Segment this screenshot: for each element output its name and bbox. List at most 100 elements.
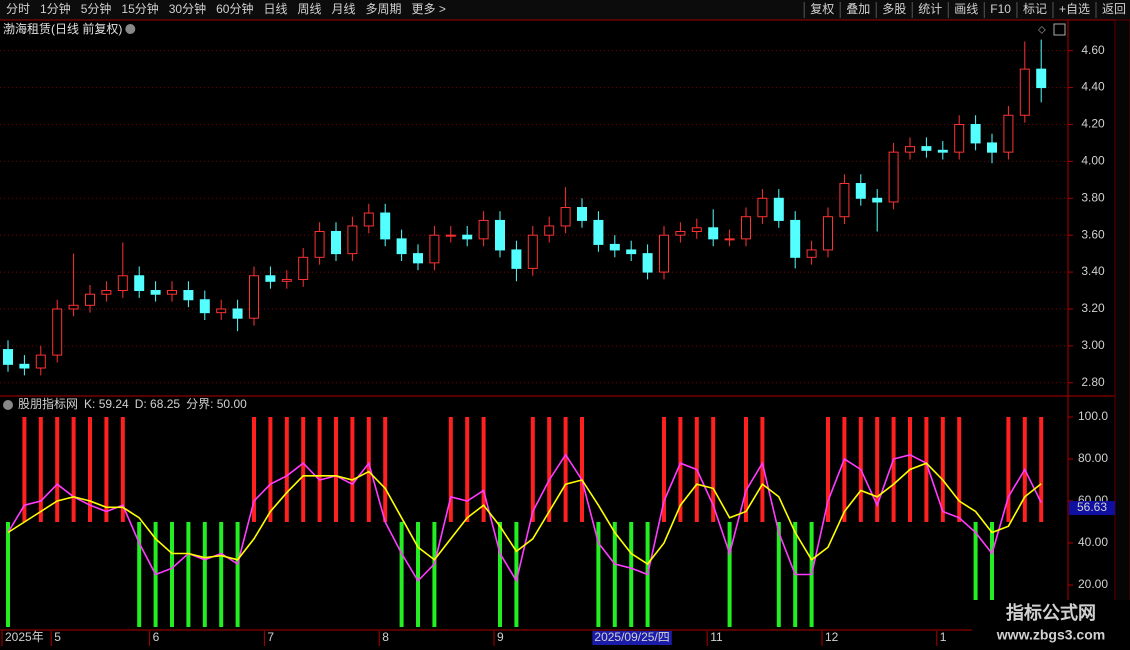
toolbar-item[interactable]: 30分钟 — [169, 1, 206, 16]
toolbar-item[interactable]: 15分钟 — [121, 1, 158, 16]
candle-body — [527, 234, 538, 269]
y-tick-label: 3.00 — [1081, 338, 1105, 352]
candle-body — [626, 249, 637, 255]
signal-bar — [235, 522, 240, 627]
candle-body — [839, 183, 850, 218]
candle-body — [413, 253, 423, 264]
signal-bar — [38, 417, 43, 522]
toolbar-item[interactable]: 月线 — [332, 2, 356, 16]
toolbar-item[interactable]: 标记 — [1023, 2, 1047, 16]
toolbar-item[interactable]: 画线 — [954, 2, 978, 16]
y-tick-label: 4.60 — [1081, 43, 1105, 57]
candle-body — [380, 212, 391, 240]
candle-body — [183, 290, 194, 301]
candle-body — [593, 219, 604, 245]
candle-body — [691, 227, 702, 232]
signal-bar — [268, 417, 273, 522]
candle-body — [970, 123, 981, 144]
toolbar-item[interactable]: 多周期 — [366, 2, 402, 16]
toolbar-item[interactable]: +自选 — [1059, 2, 1090, 16]
signal-bar — [957, 417, 962, 522]
x-tick-label: 7 — [267, 630, 274, 644]
candle-body — [281, 278, 292, 282]
candle-body — [298, 256, 309, 280]
signal-bar — [170, 522, 174, 627]
candle-body — [1003, 114, 1014, 153]
legend-entry: K: 59.24 — [84, 397, 129, 411]
signal-bar — [940, 417, 945, 522]
indicator-title: 股朋指标网 — [18, 396, 78, 411]
candle-body — [52, 308, 63, 356]
signal-bar — [416, 522, 420, 627]
toolbar-item[interactable]: 分时 — [6, 2, 30, 16]
candle-body — [642, 253, 653, 273]
signal-bar — [219, 522, 224, 627]
signal-bar — [1006, 417, 1011, 522]
indicator-line — [7, 462, 1042, 566]
candle-body — [560, 207, 571, 227]
legend-entry: D: 68.25 — [135, 397, 181, 411]
candle-body — [544, 225, 555, 236]
watermark: 指标公式网 www.zbgs3.com — [972, 600, 1130, 650]
candle-body — [216, 308, 227, 314]
candle-body — [495, 219, 505, 251]
signal-bar — [104, 417, 109, 522]
icon — [1053, 23, 1066, 36]
toolbar — [0, 0, 1130, 20]
candle-body — [987, 142, 997, 153]
toolbar-item[interactable]: 1分钟 — [40, 1, 71, 16]
candle-body — [757, 197, 768, 218]
candle-body — [708, 227, 719, 240]
candle-body — [823, 216, 833, 251]
toolbar-item[interactable]: 统计 — [918, 2, 942, 16]
signal-bar — [186, 522, 191, 627]
x-tick-label: 2025/09/25/四 — [594, 630, 669, 644]
candle-body — [888, 151, 899, 203]
x-tick-label: 11 — [710, 630, 723, 644]
signal-bar — [301, 417, 306, 522]
signal-bar — [744, 417, 748, 522]
signal-bar — [1039, 417, 1044, 522]
signal-bar — [711, 417, 716, 522]
toolbar-item[interactable]: 返回 — [1102, 2, 1126, 16]
y-tick-label: 3.20 — [1081, 301, 1105, 315]
signal-bar — [120, 417, 125, 522]
toolbar-item[interactable]: 日线 — [263, 2, 287, 16]
icon: ◇ — [1038, 25, 1046, 36]
toolbar-item[interactable]: 60分钟 — [216, 1, 253, 16]
watermark-box — [972, 600, 1130, 650]
candle-body — [347, 225, 358, 255]
signal-bar — [399, 522, 404, 627]
watermark-title: 指标公式网 — [1006, 602, 1096, 623]
candle-body — [232, 308, 243, 319]
signal-bar — [842, 417, 847, 522]
y-tick-label: 3.40 — [1081, 264, 1105, 278]
signal-bar — [760, 417, 765, 522]
candle-body — [855, 183, 866, 199]
signal-bar — [366, 417, 371, 522]
y-tick-label: 2.80 — [1081, 375, 1105, 389]
side-strip — [1114, 19, 1130, 650]
signal-bar — [55, 417, 60, 522]
toolbar-item[interactable]: 多股 — [882, 2, 906, 16]
candle-body — [806, 249, 817, 258]
toolbar-item[interactable]: 5分钟 — [81, 1, 112, 16]
candle-body — [511, 249, 522, 269]
candle-body — [724, 238, 735, 241]
toolbar-item[interactable]: F10 — [990, 2, 1011, 16]
toolbar-item[interactable]: 更多 > — [412, 2, 446, 16]
y-tick-label: 4.40 — [1081, 80, 1105, 94]
toolbar-item[interactable]: 复权 — [810, 2, 834, 16]
indicator-line — [7, 453, 1042, 583]
candle-body — [3, 349, 13, 365]
candle-body — [117, 275, 128, 292]
toolbar-item[interactable]: 周线 — [297, 2, 321, 16]
signal-bar — [875, 417, 880, 522]
toolbar-item[interactable]: 叠加 — [846, 2, 870, 16]
x-tick-label: 9 — [497, 630, 504, 644]
candle-body — [462, 234, 473, 240]
signal-bar — [596, 522, 601, 627]
signal-bar — [350, 417, 355, 522]
candle-body — [429, 234, 440, 264]
